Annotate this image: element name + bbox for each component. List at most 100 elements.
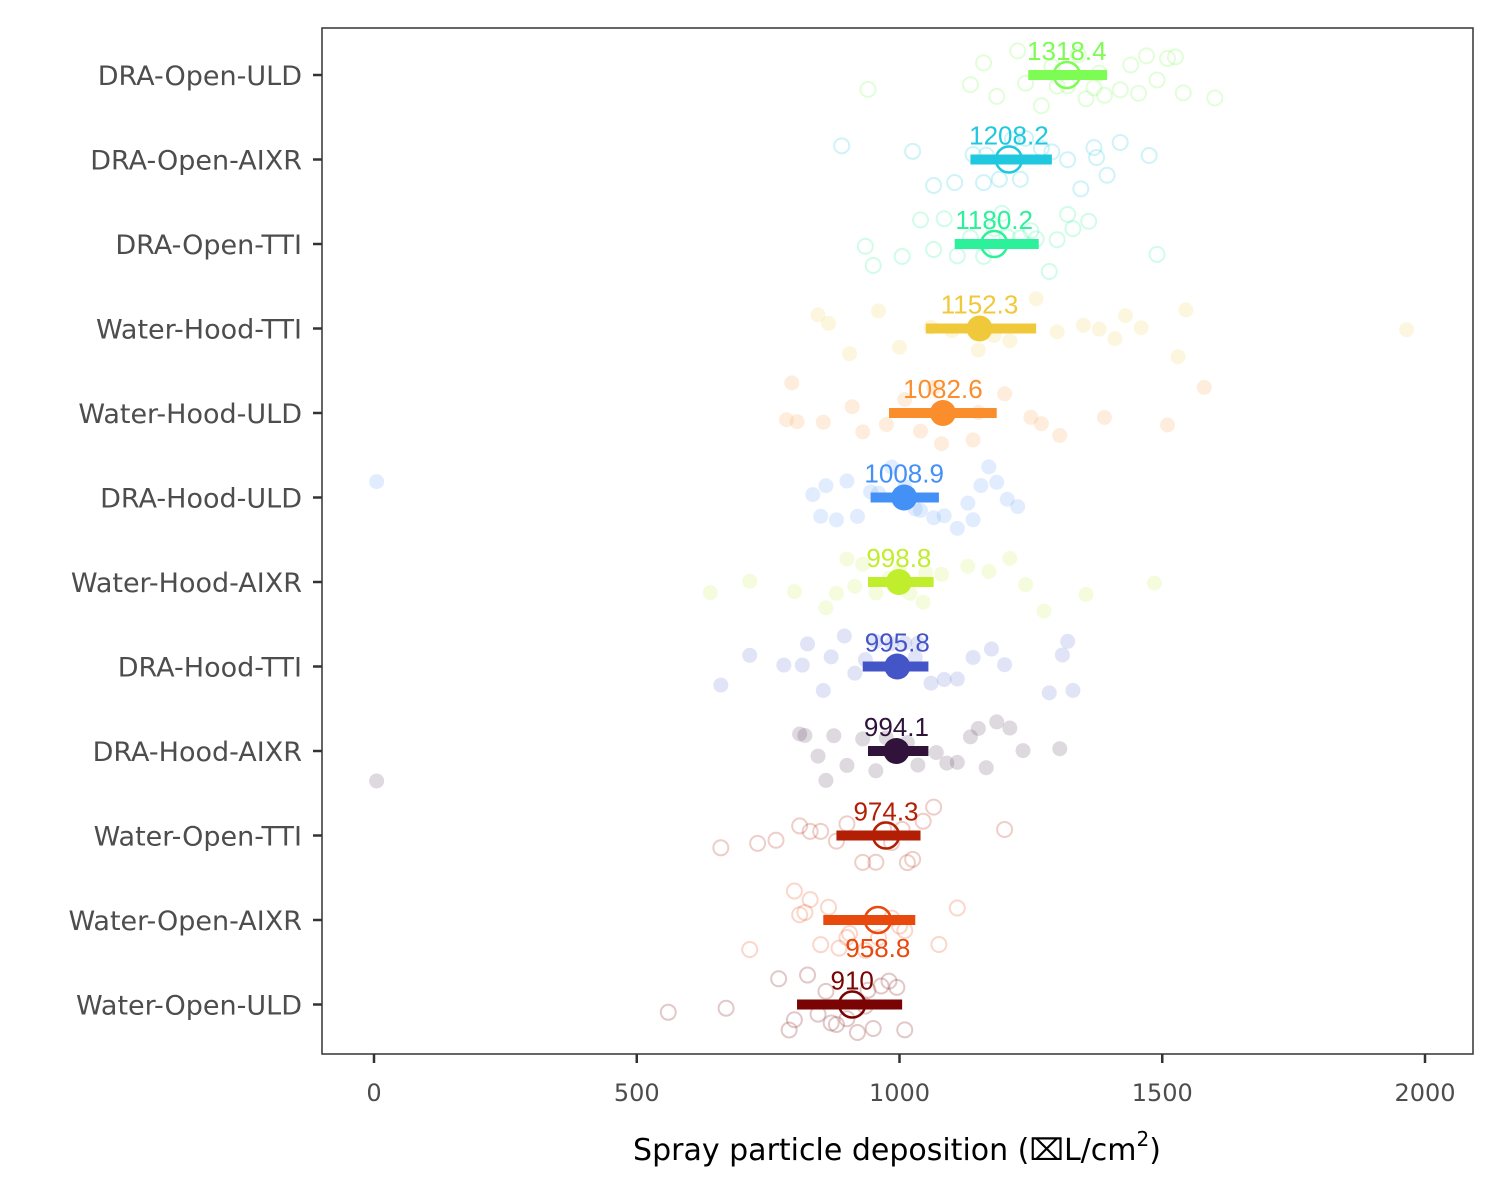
raw-point [1078,586,1094,602]
raw-point [864,1020,882,1038]
raw-point [962,729,978,745]
raw-point [1015,743,1031,759]
raw-point [949,671,965,687]
raw-point [841,924,859,942]
raw-point [1017,129,1035,147]
raw-point [934,436,950,452]
raw-point [792,726,808,742]
raw-point [897,635,913,651]
y-tick-label: Water-Hood-ULD [78,399,302,430]
raw-point [989,714,1005,730]
mean-value-label: 1208.2 [969,121,1049,151]
plot-panel-border [321,27,1474,1055]
raw-point [1002,333,1018,349]
raw-point [812,822,830,840]
raw-point [965,649,981,665]
mean-value-label: 1152.3 [941,290,1019,320]
raw-point [1166,48,1184,66]
raw-point [973,478,989,494]
mean-point [994,145,1024,174]
raw-point [1059,205,1077,223]
raw-point [1077,90,1095,108]
raw-point [1088,148,1106,166]
raw-point [1091,321,1107,337]
raw-point [799,966,817,984]
raw-point [856,941,874,959]
raw-point [869,929,887,947]
raw-point [892,339,907,355]
raw-point [983,641,999,657]
raw-point [934,566,950,582]
raw-point [913,502,929,518]
raw-point [981,564,997,580]
raw-point [1133,320,1149,336]
y-tick-label: Water-Open-ULD [76,991,302,1022]
raw-point [884,636,900,652]
x-tick-label: 1500 [1132,1079,1193,1107]
raw-point [904,142,922,160]
raw-point [993,204,1011,222]
raw-point [1059,151,1077,169]
raw-point [1048,231,1066,249]
raw-point [1160,417,1176,433]
raw-point [812,936,830,954]
mean-point [891,484,918,511]
raw-point [818,772,834,788]
raw-point [867,853,885,871]
raw-point [712,839,730,857]
raw-point [702,585,718,601]
raw-point [822,1014,840,1032]
raw-point [1111,133,1129,151]
raw-point [893,247,911,265]
x-tick-label: 1000 [869,1079,930,1107]
raw-point [918,565,934,581]
raw-point [1111,81,1129,99]
raw-point [975,174,993,192]
raw-point [717,999,735,1017]
raw-point [742,647,758,663]
raw-point [1130,84,1148,102]
mean-value-label: 998.8 [866,543,931,573]
raw-point [1054,647,1070,663]
y-tick-label: DRA-Open-TTI [115,230,302,261]
raw-point [912,211,930,229]
raw-point [1146,575,1162,591]
raw-point [828,585,844,601]
raw-point [820,898,838,916]
raw-point [1040,263,1058,281]
raw-point [742,573,758,589]
raw-point [898,854,916,872]
raw-point [907,650,923,666]
raw-point [1122,56,1140,74]
raw-point [776,657,792,673]
raw-point [1064,220,1082,238]
raw-point [805,487,821,503]
raw-point [960,495,976,511]
raw-point [856,237,874,255]
axis-layer: DRA-Open-ULD DRA-Open-AIXR DRA-Open-TTI Wat… [68,61,1455,1107]
raw-point [988,87,1006,105]
raw-point [789,414,805,430]
raw-point [767,831,785,849]
raw-point [928,745,944,761]
mean-point [863,905,893,935]
raw-point [1072,180,1090,198]
raw-point [796,903,814,921]
raw-point [884,459,900,475]
raw-point [981,459,997,475]
raw-point [939,755,955,771]
mean-point [979,229,1009,259]
raw-point [970,720,986,736]
raw-point [1075,317,1091,333]
raw-point [839,473,855,489]
raw-point [815,683,831,699]
raw-point [1069,46,1087,64]
raw-point [949,754,965,770]
raw-point [897,392,913,408]
raw-point [818,600,834,616]
y-tick-label: Water-Hood-AIXR [71,568,302,599]
mean-value-label: 1082.6 [903,374,983,404]
raw-point [1096,409,1112,425]
raw-point [989,474,1005,490]
raw-point [779,412,795,428]
